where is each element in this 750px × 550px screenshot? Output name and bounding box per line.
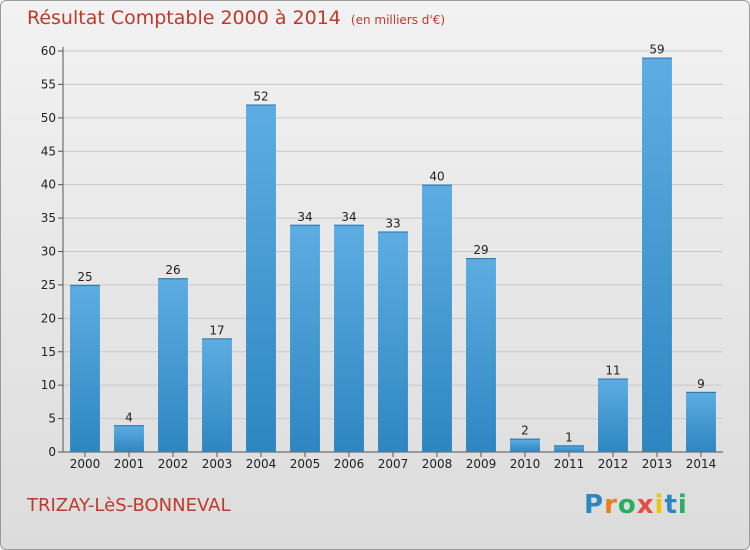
bar-2011 xyxy=(554,445,584,452)
data-label-2013: 59 xyxy=(649,43,664,57)
data-label-2004: 52 xyxy=(253,89,268,103)
y-tick-label: 5 xyxy=(48,412,56,426)
data-label-2002: 26 xyxy=(165,263,180,277)
y-tick-label: 20 xyxy=(41,311,56,325)
data-label-2001: 4 xyxy=(125,410,133,424)
bar-2009 xyxy=(466,258,496,452)
bar-2003 xyxy=(202,338,232,452)
data-label-2011: 1 xyxy=(565,430,573,444)
x-tick-label: 2002 xyxy=(158,457,189,471)
y-tick-label: 10 xyxy=(41,378,56,392)
proxiti-logo: Proxiti xyxy=(584,490,688,520)
x-tick-label: 2004 xyxy=(246,457,277,471)
chart-subtitle: (en milliers d'€) xyxy=(350,13,446,27)
x-tick-label: 2010 xyxy=(510,457,541,471)
logo-letter: r xyxy=(604,490,618,520)
data-label-2007: 33 xyxy=(385,216,400,230)
data-label-2005: 34 xyxy=(297,210,312,224)
data-label-2014: 9 xyxy=(697,377,705,391)
y-tick-label: 40 xyxy=(41,178,56,192)
x-tick-label: 2003 xyxy=(202,457,233,471)
data-label-2006: 34 xyxy=(341,210,356,224)
x-tick-label: 2013 xyxy=(642,457,673,471)
bar-2002 xyxy=(158,278,188,452)
bar-2006 xyxy=(334,224,364,452)
x-tick-label: 2005 xyxy=(290,457,321,471)
logo-letter: t xyxy=(664,490,678,520)
x-tick-label: 2001 xyxy=(114,457,145,471)
chart-title: Résultat Comptable 2000 à 2014 (en millie… xyxy=(27,7,445,29)
bar-2000 xyxy=(70,284,100,452)
y-tick-label: 55 xyxy=(41,77,56,91)
data-label-2012: 11 xyxy=(605,363,620,377)
bar-2004 xyxy=(246,104,276,452)
x-tick-label: 2007 xyxy=(378,457,409,471)
chart-title-text: Résultat Comptable 2000 à 2014 xyxy=(27,7,341,29)
commune-name: TRIZAY-LèS-BONNEVAL xyxy=(27,495,231,516)
y-tick-label: 60 xyxy=(41,44,56,58)
logo-letter: P xyxy=(584,490,605,520)
x-tick-label: 2000 xyxy=(70,457,101,471)
bar-2014 xyxy=(686,391,716,452)
bar-2010 xyxy=(510,438,540,452)
data-label-2000: 25 xyxy=(77,270,92,284)
y-tick-label: 0 xyxy=(48,445,56,459)
y-tick-label: 25 xyxy=(41,278,56,292)
y-tick-label: 35 xyxy=(41,211,56,225)
x-tick-label: 2009 xyxy=(466,457,497,471)
bar-2012 xyxy=(598,378,628,452)
y-tick-label: 50 xyxy=(41,111,56,125)
bar-2005 xyxy=(290,224,320,452)
data-label-2003: 17 xyxy=(209,323,224,337)
bar-2001 xyxy=(114,425,144,452)
bar-2007 xyxy=(378,231,408,452)
y-tick-label: 15 xyxy=(41,345,56,359)
data-label-2009: 29 xyxy=(473,243,488,257)
logo-letter: i xyxy=(677,490,688,520)
y-tick-label: 45 xyxy=(41,144,56,158)
bar-2008 xyxy=(422,184,452,452)
x-tick-label: 2006 xyxy=(334,457,365,471)
axes: 0 5 10 15 20 25 30 35 40 45 50 55 60 2000 2001 2002 2003… xyxy=(41,44,723,471)
bar-2013 xyxy=(642,57,672,452)
x-tick-label: 2008 xyxy=(422,457,453,471)
data-label-2008: 40 xyxy=(429,170,444,184)
data-label-2010: 2 xyxy=(521,424,529,438)
logo-letter: x xyxy=(636,490,655,520)
x-tick-label: 2014 xyxy=(686,457,717,471)
logo-letter: o xyxy=(617,490,637,520)
x-tick-label: 2011 xyxy=(554,457,585,471)
x-tick-label: 2012 xyxy=(598,457,629,471)
bars xyxy=(70,57,716,452)
logo-letter: i xyxy=(654,490,665,520)
y-tick-label: 30 xyxy=(41,245,56,259)
